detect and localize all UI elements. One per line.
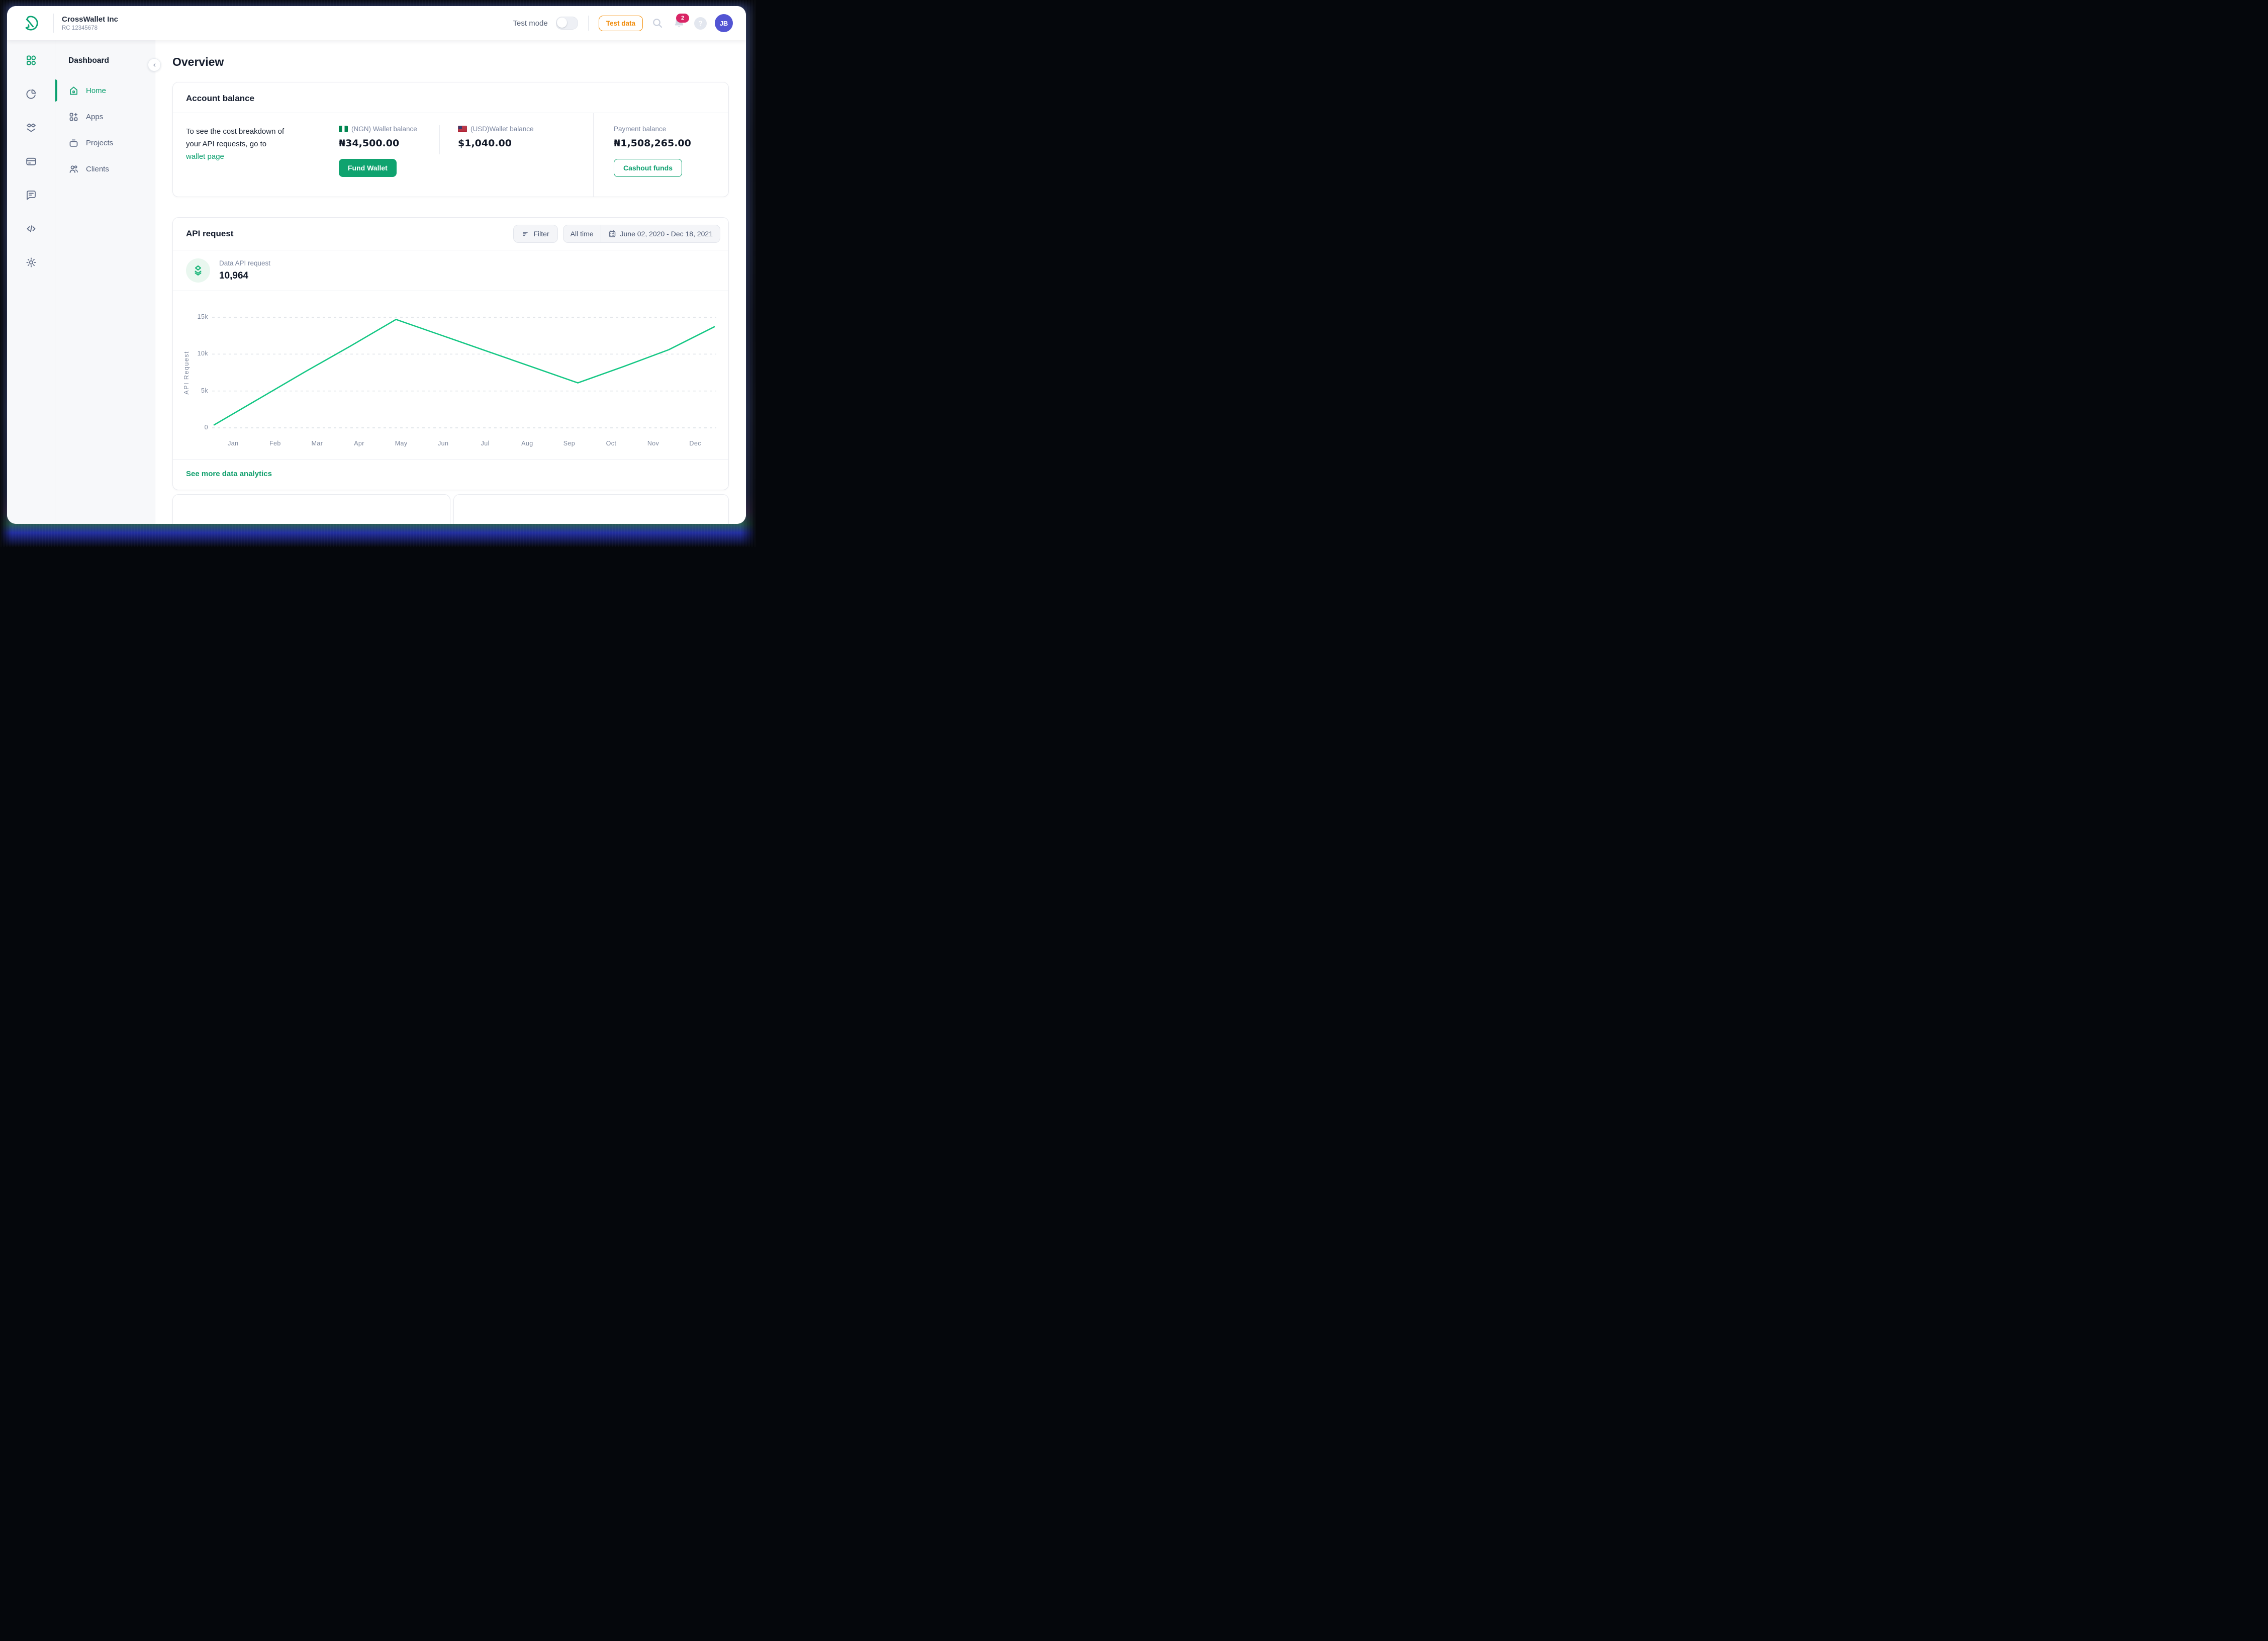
crosswallet-logo-icon bbox=[25, 16, 38, 31]
bottom-card-left bbox=[172, 494, 450, 524]
balance-divider bbox=[439, 125, 440, 154]
account-balance-card: Account balance To see the cost breakdow… bbox=[172, 82, 729, 197]
api-request-chart: API Request 0 5k 10k 15k bbox=[173, 291, 728, 433]
filter-button[interactable]: Filter bbox=[513, 225, 558, 243]
test-mode-label: Test mode bbox=[513, 19, 548, 28]
data-api-request-stat: Data API request 10,964 bbox=[173, 250, 728, 291]
notifications-bell-icon[interactable]: 2 bbox=[672, 14, 689, 30]
dashboard-grid-icon[interactable] bbox=[25, 54, 37, 66]
payment-balance-value: ₦1,508,265.00 bbox=[614, 138, 691, 149]
sidebar-collapse-button[interactable] bbox=[148, 58, 161, 71]
desc-line-2: your API requests, go to bbox=[186, 140, 267, 148]
stat-icon-circle bbox=[186, 258, 210, 283]
sidebar-item-label: Projects bbox=[86, 138, 114, 147]
main-content: Overview Account balance To see the cost… bbox=[155, 40, 746, 524]
search-icon[interactable] bbox=[651, 17, 664, 30]
icon-rail bbox=[7, 40, 55, 524]
company-name: CrossWallet Inc bbox=[62, 15, 118, 24]
sidebar-item-label: Home bbox=[86, 86, 107, 95]
ngn-wallet-label: (NGN) Wallet balance bbox=[351, 125, 417, 133]
usd-wallet-label: (USD)Wallet balance bbox=[470, 125, 534, 133]
sidebar-item-label: Clients bbox=[86, 164, 109, 173]
company-logo bbox=[7, 14, 53, 32]
date-range-label: June 02, 2020 - Dec 18, 2021 bbox=[620, 230, 713, 238]
test-data-badge[interactable]: Test data bbox=[598, 15, 643, 31]
see-more-row: See more data analytics bbox=[173, 459, 728, 490]
all-time-label: All time bbox=[570, 230, 594, 238]
all-time-option[interactable]: All time bbox=[563, 225, 601, 242]
filter-icon bbox=[522, 232, 528, 236]
sidebar-item-apps[interactable]: Apps bbox=[55, 104, 155, 130]
ngn-wallet-balance-block: (NGN) Wallet balance ₦34,500.00 Fund Wal… bbox=[339, 113, 439, 197]
top-header: CrossWallet Inc RC 12345678 Test mode Te… bbox=[7, 6, 746, 40]
line-chart-plot bbox=[212, 312, 716, 433]
apps-icon bbox=[68, 112, 79, 122]
messages-chat-icon[interactable] bbox=[25, 189, 37, 201]
y-axis-ticks: 0 5k 10k 15k bbox=[197, 313, 208, 431]
api-request-title: API request bbox=[186, 229, 234, 238]
account-balance-title: Account balance bbox=[173, 82, 728, 113]
cost-breakdown-description: To see the cost breakdown of your API re… bbox=[173, 113, 322, 197]
wallet-page-link[interactable]: wallet page bbox=[186, 152, 224, 161]
user-avatar[interactable]: JB bbox=[715, 14, 733, 32]
sidebar-item-projects[interactable]: Projects bbox=[55, 130, 155, 156]
sidebar-panel: Dashboard Home bbox=[55, 40, 161, 524]
fund-wallet-button[interactable]: Fund Wallet bbox=[339, 159, 397, 177]
usd-wallet-balance-block: (USD)Wallet balance $1,040.00 bbox=[458, 113, 593, 197]
app-window: CrossWallet Inc RC 12345678 Test mode Te… bbox=[7, 6, 746, 524]
projects-briefcase-icon bbox=[68, 138, 79, 148]
line-chart-svg bbox=[212, 312, 716, 433]
page-title: Overview bbox=[172, 55, 224, 68]
help-icon[interactable]: ? bbox=[694, 17, 707, 30]
sidebar-item-label: Apps bbox=[86, 112, 104, 121]
date-range-picker[interactable]: June 02, 2020 - Dec 18, 2021 bbox=[600, 225, 720, 242]
filter-label: Filter bbox=[533, 230, 549, 238]
company-rc-number: RC 12345678 bbox=[62, 25, 98, 31]
payment-balance-block: Payment balance ₦1,508,265.00 Cashout fu… bbox=[594, 113, 728, 197]
desc-line-1: To see the cost breakdown of bbox=[186, 127, 285, 136]
x-axis-labels: Jan Feb Mar Apr May Jun Jul Aug Sep Oct Nov Dec bbox=[228, 440, 701, 447]
ngn-wallet-value: ₦34,500.00 bbox=[339, 138, 400, 149]
bottom-card-right bbox=[453, 494, 729, 524]
home-icon bbox=[68, 85, 79, 96]
settings-gear-icon[interactable] bbox=[25, 256, 37, 268]
header-divider-2 bbox=[588, 16, 589, 31]
header-divider bbox=[53, 14, 54, 33]
developers-code-icon[interactable] bbox=[25, 223, 37, 235]
cashout-funds-button[interactable]: Cashout funds bbox=[614, 159, 682, 177]
usd-wallet-value: $1,040.00 bbox=[458, 138, 512, 149]
sidebar-item-home[interactable]: Home bbox=[55, 77, 155, 104]
stat-label: Data API request bbox=[219, 259, 271, 267]
payments-card-icon[interactable] bbox=[25, 155, 37, 167]
stat-value: 10,964 bbox=[219, 270, 249, 281]
layers-stack-icon bbox=[195, 265, 202, 276]
us-flag-icon bbox=[458, 126, 467, 132]
sidebar-item-clients[interactable]: Clients bbox=[55, 156, 155, 182]
payment-section-divider bbox=[593, 113, 594, 197]
test-mode-toggle[interactable] bbox=[555, 17, 578, 30]
notification-count-badge: 2 bbox=[676, 14, 689, 23]
active-indicator-bar bbox=[55, 79, 57, 102]
date-range-control[interactable]: All time June 02, 2020 - Dec 18, 2021 bbox=[562, 225, 720, 243]
sidebar-section-label: Dashboard bbox=[68, 56, 109, 65]
company-block: CrossWallet Inc RC 12345678 bbox=[62, 15, 118, 31]
see-more-analytics-link[interactable]: See more data analytics bbox=[186, 470, 272, 478]
calendar-icon bbox=[609, 230, 615, 237]
clients-people-icon bbox=[68, 164, 79, 174]
products-layers-icon[interactable] bbox=[25, 122, 37, 134]
analytics-pie-icon[interactable] bbox=[25, 88, 37, 100]
api-request-card: API request Filter All time bbox=[172, 217, 729, 490]
toggle-knob bbox=[556, 18, 567, 28]
payment-balance-label: Payment balance bbox=[614, 125, 667, 133]
window-frame: CrossWallet Inc RC 12345678 Test mode Te… bbox=[0, 0, 756, 547]
y-axis-label: API Request bbox=[183, 350, 190, 395]
chevron-left-icon bbox=[153, 63, 155, 67]
nigeria-flag-icon bbox=[339, 126, 348, 132]
bottom-cards-row bbox=[172, 494, 729, 524]
